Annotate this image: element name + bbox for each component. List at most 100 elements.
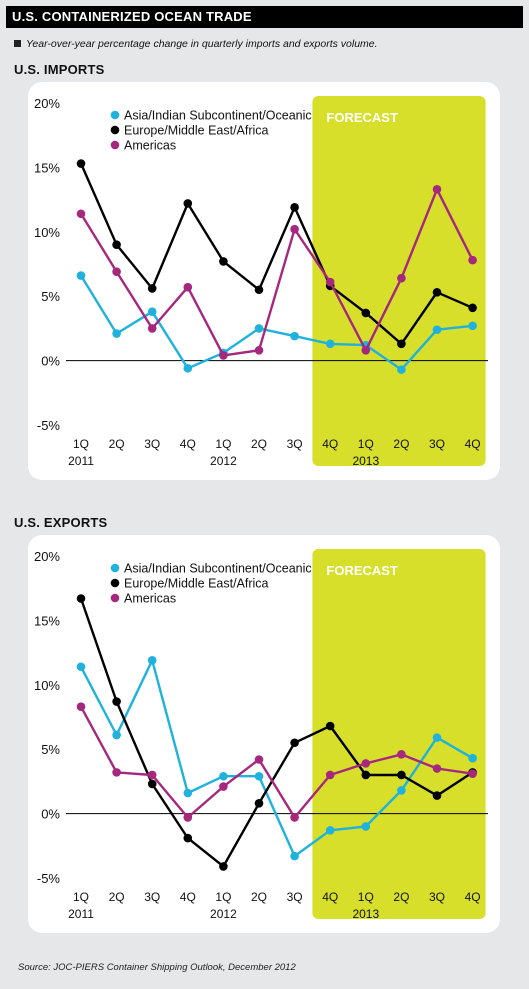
exports-americas-point xyxy=(219,782,228,791)
imports-y-tick-label: 20% xyxy=(34,96,60,111)
bullet-square-icon xyxy=(14,40,21,47)
page-title: U.S. CONTAINERIZED OCEAN TRADE xyxy=(6,6,523,28)
exports-europe-point xyxy=(76,594,86,603)
exports-y-tick-label: 20% xyxy=(34,549,60,564)
imports-americas-point xyxy=(147,324,157,333)
imports-asia-point xyxy=(325,339,335,349)
subtitle-text: Year-over-year percentage change in quar… xyxy=(26,38,378,50)
imports-forecast-label: FORECAST xyxy=(326,110,398,125)
exports-asia-point xyxy=(361,822,371,831)
exports-americas-point xyxy=(468,769,477,778)
imports-americas-point xyxy=(432,184,442,194)
imports-x-tick-label: 3Q xyxy=(144,437,160,451)
exports-forecast-band xyxy=(312,549,486,919)
exports-asia-point xyxy=(254,771,264,781)
imports-section-title: U.S. IMPORTS xyxy=(14,62,105,77)
imports-americas-line xyxy=(79,188,474,357)
exports-legend-asia-marker xyxy=(110,563,120,573)
exports-asia-point xyxy=(147,656,157,665)
imports-x-tick-label: 2Q xyxy=(109,437,125,451)
imports-asia-point xyxy=(183,364,193,373)
exports-chart: FORECAST 20% 15% 10% 5% 0% -5% 1Q 2Q 3Q 4Q 1Q 2Q 3Q 4Q… xyxy=(28,535,500,933)
imports-americas-point xyxy=(76,209,86,219)
exports-y-tick-label: -5% xyxy=(37,871,61,886)
exports-x-tick-label: 4Q xyxy=(322,890,338,904)
imports-asia-point xyxy=(468,321,477,331)
imports-x-tick-label: 2Q xyxy=(393,437,409,451)
exports-europe-point xyxy=(183,833,193,843)
exports-americas-line xyxy=(79,706,473,819)
exports-americas-point xyxy=(183,813,193,822)
exports-x-tick-label: 4Q xyxy=(180,890,196,904)
exports-y-tick-label: 15% xyxy=(34,613,60,628)
imports-americas-point xyxy=(325,277,335,287)
imports-legend-asia-marker xyxy=(110,110,120,120)
exports-x-tick-label: 2Q xyxy=(109,890,125,904)
imports-y-tick-label: 0% xyxy=(41,354,60,369)
exports-y-tick-label: 10% xyxy=(34,678,60,693)
imports-y-tick-label: -5% xyxy=(37,418,61,433)
imports-x-tick-label: 4Q xyxy=(465,437,481,451)
exports-y-tick-label: 0% xyxy=(41,807,60,822)
exports-europe-point xyxy=(325,721,335,731)
exports-asia-point xyxy=(397,786,406,795)
imports-europe-point xyxy=(397,339,406,349)
exports-legend-europe-label: Europe/Middle East/Africa xyxy=(124,577,269,591)
exports-europe-point xyxy=(254,798,264,808)
imports-europe-point xyxy=(468,303,477,313)
exports-europe-line xyxy=(79,598,474,868)
exports-x-year-label: 2013 xyxy=(352,907,379,921)
exports-x-tick-label: 3Q xyxy=(287,890,303,904)
imports-europe-point xyxy=(76,159,86,168)
exports-europe-point xyxy=(397,770,406,780)
imports-europe-point xyxy=(147,284,157,293)
imports-x-tick-label: 2Q xyxy=(251,437,267,451)
exports-asia-point xyxy=(76,662,86,672)
imports-asia-point xyxy=(254,324,264,333)
imports-chart: FORECAST 20% 15% 10% 5% 0% -5% 1Q 2Q 3Q 4Q 1Q 2Q 3Q 4Q… xyxy=(28,82,500,480)
exports-x-tick-label: 1Q xyxy=(73,890,89,904)
imports-europe-point xyxy=(219,257,228,266)
imports-x-year-label: 2013 xyxy=(352,454,379,468)
exports-asia-point xyxy=(219,771,228,781)
exports-section-title: U.S. EXPORTS xyxy=(14,515,108,530)
exports-americas-point xyxy=(76,702,86,711)
imports-europe-point xyxy=(361,308,371,318)
imports-asia-point xyxy=(112,329,121,338)
imports-legend-europe-label: Europe/Middle East/Africa xyxy=(124,124,269,138)
imports-asia-point xyxy=(397,365,406,374)
imports-x-tick-label: 4Q xyxy=(180,437,196,451)
imports-americas-point xyxy=(361,345,371,355)
imports-x-tick-label: 3Q xyxy=(287,437,303,451)
exports-x-tick-label: 3Q xyxy=(429,890,445,904)
imports-y-tick-label: 5% xyxy=(41,289,60,304)
exports-asia-line xyxy=(79,659,474,858)
exports-asia-point xyxy=(432,733,442,742)
exports-x-tick-label: 3Q xyxy=(144,890,160,904)
imports-americas-point xyxy=(219,351,228,360)
imports-y-tick-label: 10% xyxy=(34,225,60,240)
imports-x-year-label: 2012 xyxy=(210,454,237,468)
exports-asia-point xyxy=(468,753,477,763)
exports-x-tick-label: 1Q xyxy=(358,890,374,904)
exports-americas-point xyxy=(432,764,442,773)
exports-legend-americas-marker xyxy=(110,593,120,603)
imports-asia-point xyxy=(147,307,157,316)
exports-y-tick-label: 5% xyxy=(41,742,60,757)
imports-legend-asia-label: Asia/Indian Subcontinent/Oceanic xyxy=(124,109,312,123)
exports-americas-point xyxy=(147,770,157,780)
exports-europe-point xyxy=(361,770,371,780)
imports-asia-point xyxy=(290,331,299,341)
exports-legend-europe-marker xyxy=(110,578,120,588)
exports-europe-point xyxy=(219,862,228,871)
imports-x-tick-label: 1Q xyxy=(358,437,374,451)
exports-x-year-label: 2011 xyxy=(68,907,94,921)
source-note: Source: JOC-PIERS Container Shipping Out… xyxy=(18,962,296,973)
exports-americas-point xyxy=(290,813,299,822)
imports-europe-line xyxy=(79,163,474,346)
exports-asia-point xyxy=(183,788,193,798)
imports-x-tick-label: 4Q xyxy=(322,437,338,451)
exports-x-tick-label: 4Q xyxy=(465,890,481,904)
exports-asia-point xyxy=(325,826,335,835)
exports-americas-point xyxy=(325,770,335,780)
